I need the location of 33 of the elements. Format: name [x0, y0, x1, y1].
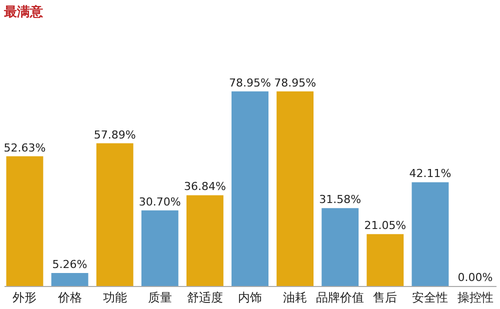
data-label: 5.26%: [52, 258, 88, 272]
bar: [232, 91, 268, 286]
x-tick-label: 舒适度: [186, 290, 223, 304]
bar: [276, 91, 314, 286]
data-label: 36.84%: [184, 180, 226, 194]
x-tick-label: 安全性: [412, 290, 448, 304]
data-label: 57.89%: [94, 128, 136, 142]
bar: [6, 156, 44, 286]
x-tick-label: 内饰: [238, 290, 262, 304]
chart-title: 最满意: [2, 4, 44, 20]
bar: [186, 195, 224, 286]
data-label: 21.05%: [364, 219, 406, 232]
bar: [51, 273, 88, 286]
x-tick-label: 质量: [148, 290, 172, 304]
data-label: 0.00%: [458, 271, 493, 284]
bar: [141, 210, 178, 286]
data-label: 78.95%: [274, 76, 316, 90]
x-tick-label: 油耗: [283, 290, 308, 304]
bar: [366, 234, 404, 286]
x-tick-label: 功能: [102, 290, 127, 304]
bar: [96, 143, 134, 286]
bar: [322, 208, 359, 286]
data-label: 78.95%: [229, 76, 271, 90]
x-tick-label: 品牌价值: [316, 290, 364, 304]
x-tick-label: 价格: [56, 290, 82, 304]
data-label: 52.63%: [4, 141, 46, 154]
data-label: 42.11%: [409, 167, 452, 180]
data-label: 31.58%: [319, 193, 362, 206]
x-tick-label: 操控性: [457, 290, 494, 304]
x-tick-label: 售后: [373, 290, 398, 304]
data-label: 30.70%: [138, 195, 181, 208]
bar: [412, 182, 449, 286]
x-tick-label: 外形: [12, 290, 37, 304]
